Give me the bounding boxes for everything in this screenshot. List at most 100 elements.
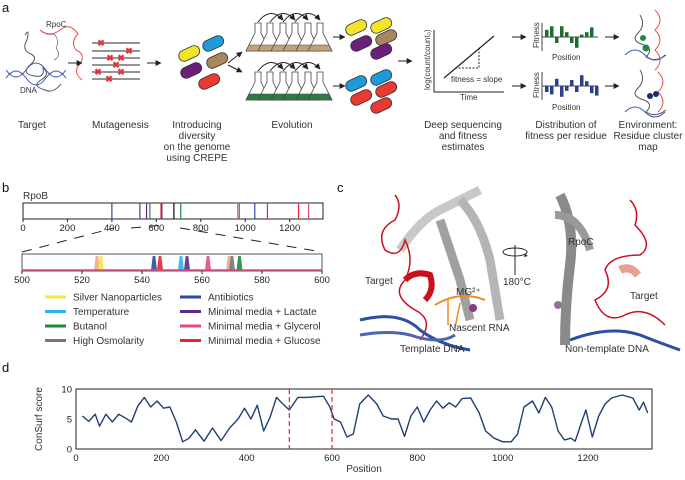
fitness-bar (575, 86, 579, 92)
legend-label: Butanol (73, 322, 107, 333)
y-axis-label-text: ConSurf score (34, 387, 45, 451)
x-tick-label: 540 (134, 275, 150, 286)
fitness-bar (595, 86, 599, 96)
mutation-peak (151, 256, 157, 270)
rpoc-label: RpoC (46, 20, 67, 29)
rpob-full-bar (22, 202, 324, 220)
residue-cluster-map-illustration (624, 9, 667, 118)
bacterium-icon (345, 75, 368, 92)
bacterium-icon (180, 62, 203, 79)
fitness-bar (545, 86, 549, 92)
step-target: Target (18, 120, 46, 131)
bacterium-icon (345, 19, 368, 36)
x-tick-label: 560 (194, 275, 210, 286)
step-introducing-line4: using CREPE (166, 153, 227, 164)
panel-b: b RpoB 0 200 400 600 800 1000 1200 500 520 540 56… (2, 180, 330, 347)
rotation-label: 180°C (503, 277, 531, 288)
rpob-title: RpoB (23, 191, 48, 202)
target-right-label: Target (630, 291, 658, 302)
fitness-bar (580, 75, 584, 86)
legend-label: Temperature (73, 307, 130, 318)
mutation-peak (205, 256, 211, 270)
panel-letter-d: d (2, 360, 9, 375)
structure-right-illustration (554, 192, 681, 352)
transfer-arrow-icon (257, 62, 284, 72)
fitness-bar (550, 26, 554, 37)
panel-d: d ConSurf score Position 0 200 400 600 800 10… (2, 360, 653, 475)
mutation-x-icon: ✖ (105, 74, 113, 84)
fitness-slope-label: fitness = slope (451, 75, 503, 84)
x-tick-label: 1000 (492, 453, 513, 464)
transfer-arrow-icon (282, 13, 309, 23)
panel-letter-c: c (337, 180, 344, 195)
step-deep-seq-line1: Deep sequencing (424, 120, 502, 131)
fitness-bar (585, 81, 589, 86)
x-tick-label: 200 (60, 223, 76, 234)
panel-letter-a: a (2, 0, 10, 15)
y-tick-label: 5 (67, 415, 72, 426)
transfer-arrow-icon (269, 13, 296, 23)
fitness-axis-label: Fitness (532, 22, 541, 48)
bacterium-icon (198, 73, 221, 90)
rpob-zoom-bar (21, 253, 323, 272)
x-tick-label: 0 (20, 223, 25, 234)
bacterium-icon (350, 35, 373, 52)
transfer-arrow-icon (269, 62, 296, 72)
bacterium-icon (350, 89, 373, 106)
flask-culture (307, 93, 333, 101)
fitness-slope-plot: fitness = slope Time log(count/count₀) (423, 29, 504, 102)
fitness-bar (560, 86, 564, 97)
panel-a: a RpoC DNA ✖✖✖ ✖✖✖ ✖✖ fitness = slope Time… (2, 0, 683, 164)
mutation-x-icon: ✖ (106, 53, 114, 63)
fitness-bar (560, 26, 564, 37)
bacterium-icon (370, 17, 393, 34)
transfer-arrow-icon (294, 13, 321, 23)
time-axis-label: Time (460, 93, 478, 102)
step-introducing-line3: on the genome (164, 142, 231, 153)
mutation-x-icon: ✖ (97, 38, 105, 48)
legend-label: Silver Nanoparticles (73, 293, 162, 304)
mutation-x-icon: ✖ (117, 53, 125, 63)
step-environment-line3: map (638, 142, 658, 153)
mutation-x-icon: ✖ (94, 67, 102, 77)
fitness-bar (580, 34, 584, 37)
step-distribution-line1: Distribution of (535, 120, 596, 131)
bacterium-icon (370, 43, 393, 60)
x-tick-label: 600 (324, 453, 340, 464)
x-tick-label: 200 (153, 453, 169, 464)
step-labels: Target Mutagenesis Introducing diversity… (18, 120, 683, 164)
rotation-icon (502, 245, 528, 275)
x-tick-label: 1200 (279, 223, 300, 234)
template-dna-label: Template DNA (400, 344, 465, 355)
bacterium-icon (206, 52, 229, 69)
bacterium-icon (202, 35, 225, 52)
step-deep-seq-line2: and fitness (439, 131, 487, 142)
consurf-plot-frame (75, 388, 653, 450)
x-tick-label: 500 (14, 275, 30, 286)
fitness-bar (590, 27, 594, 37)
x-tick-label: 800 (193, 223, 209, 234)
arrow-icon (227, 51, 243, 64)
panel-c: c Target MG²⁺ Nascent RNA Template DNA 1… (337, 180, 681, 355)
x-tick-label: 1000 (235, 223, 256, 234)
y-tick-label: 10 (61, 385, 72, 396)
fitness-bar (565, 86, 569, 91)
fitness-bar (555, 37, 559, 43)
zoom-dashed-lines (21, 224, 323, 253)
mutation-x-icon: ✖ (117, 67, 125, 77)
step-distribution-line2: fitness per residue (525, 131, 607, 142)
fitness-distribution-plots: Fitness Position Fitness Position (532, 22, 599, 112)
position-axis-label: Position (552, 53, 580, 62)
fitness-bar (550, 86, 554, 95)
y-axis-label: ConSurf score (34, 387, 45, 451)
transfer-arrow-icon (257, 13, 284, 23)
log-count-axis-label: log(count/count₀) (423, 29, 432, 90)
fitness-bar (570, 37, 574, 43)
fitness-bar (590, 86, 594, 94)
mutation-peak (157, 256, 163, 270)
x-tick-label: 0 (73, 453, 78, 464)
legend: Silver Nanoparticles Antibiotics Temperatu… (45, 293, 321, 347)
nascent-rna-label: Nascent RNA (449, 323, 510, 334)
mutation-peak (184, 256, 190, 270)
bacterium-icon (178, 45, 201, 62)
